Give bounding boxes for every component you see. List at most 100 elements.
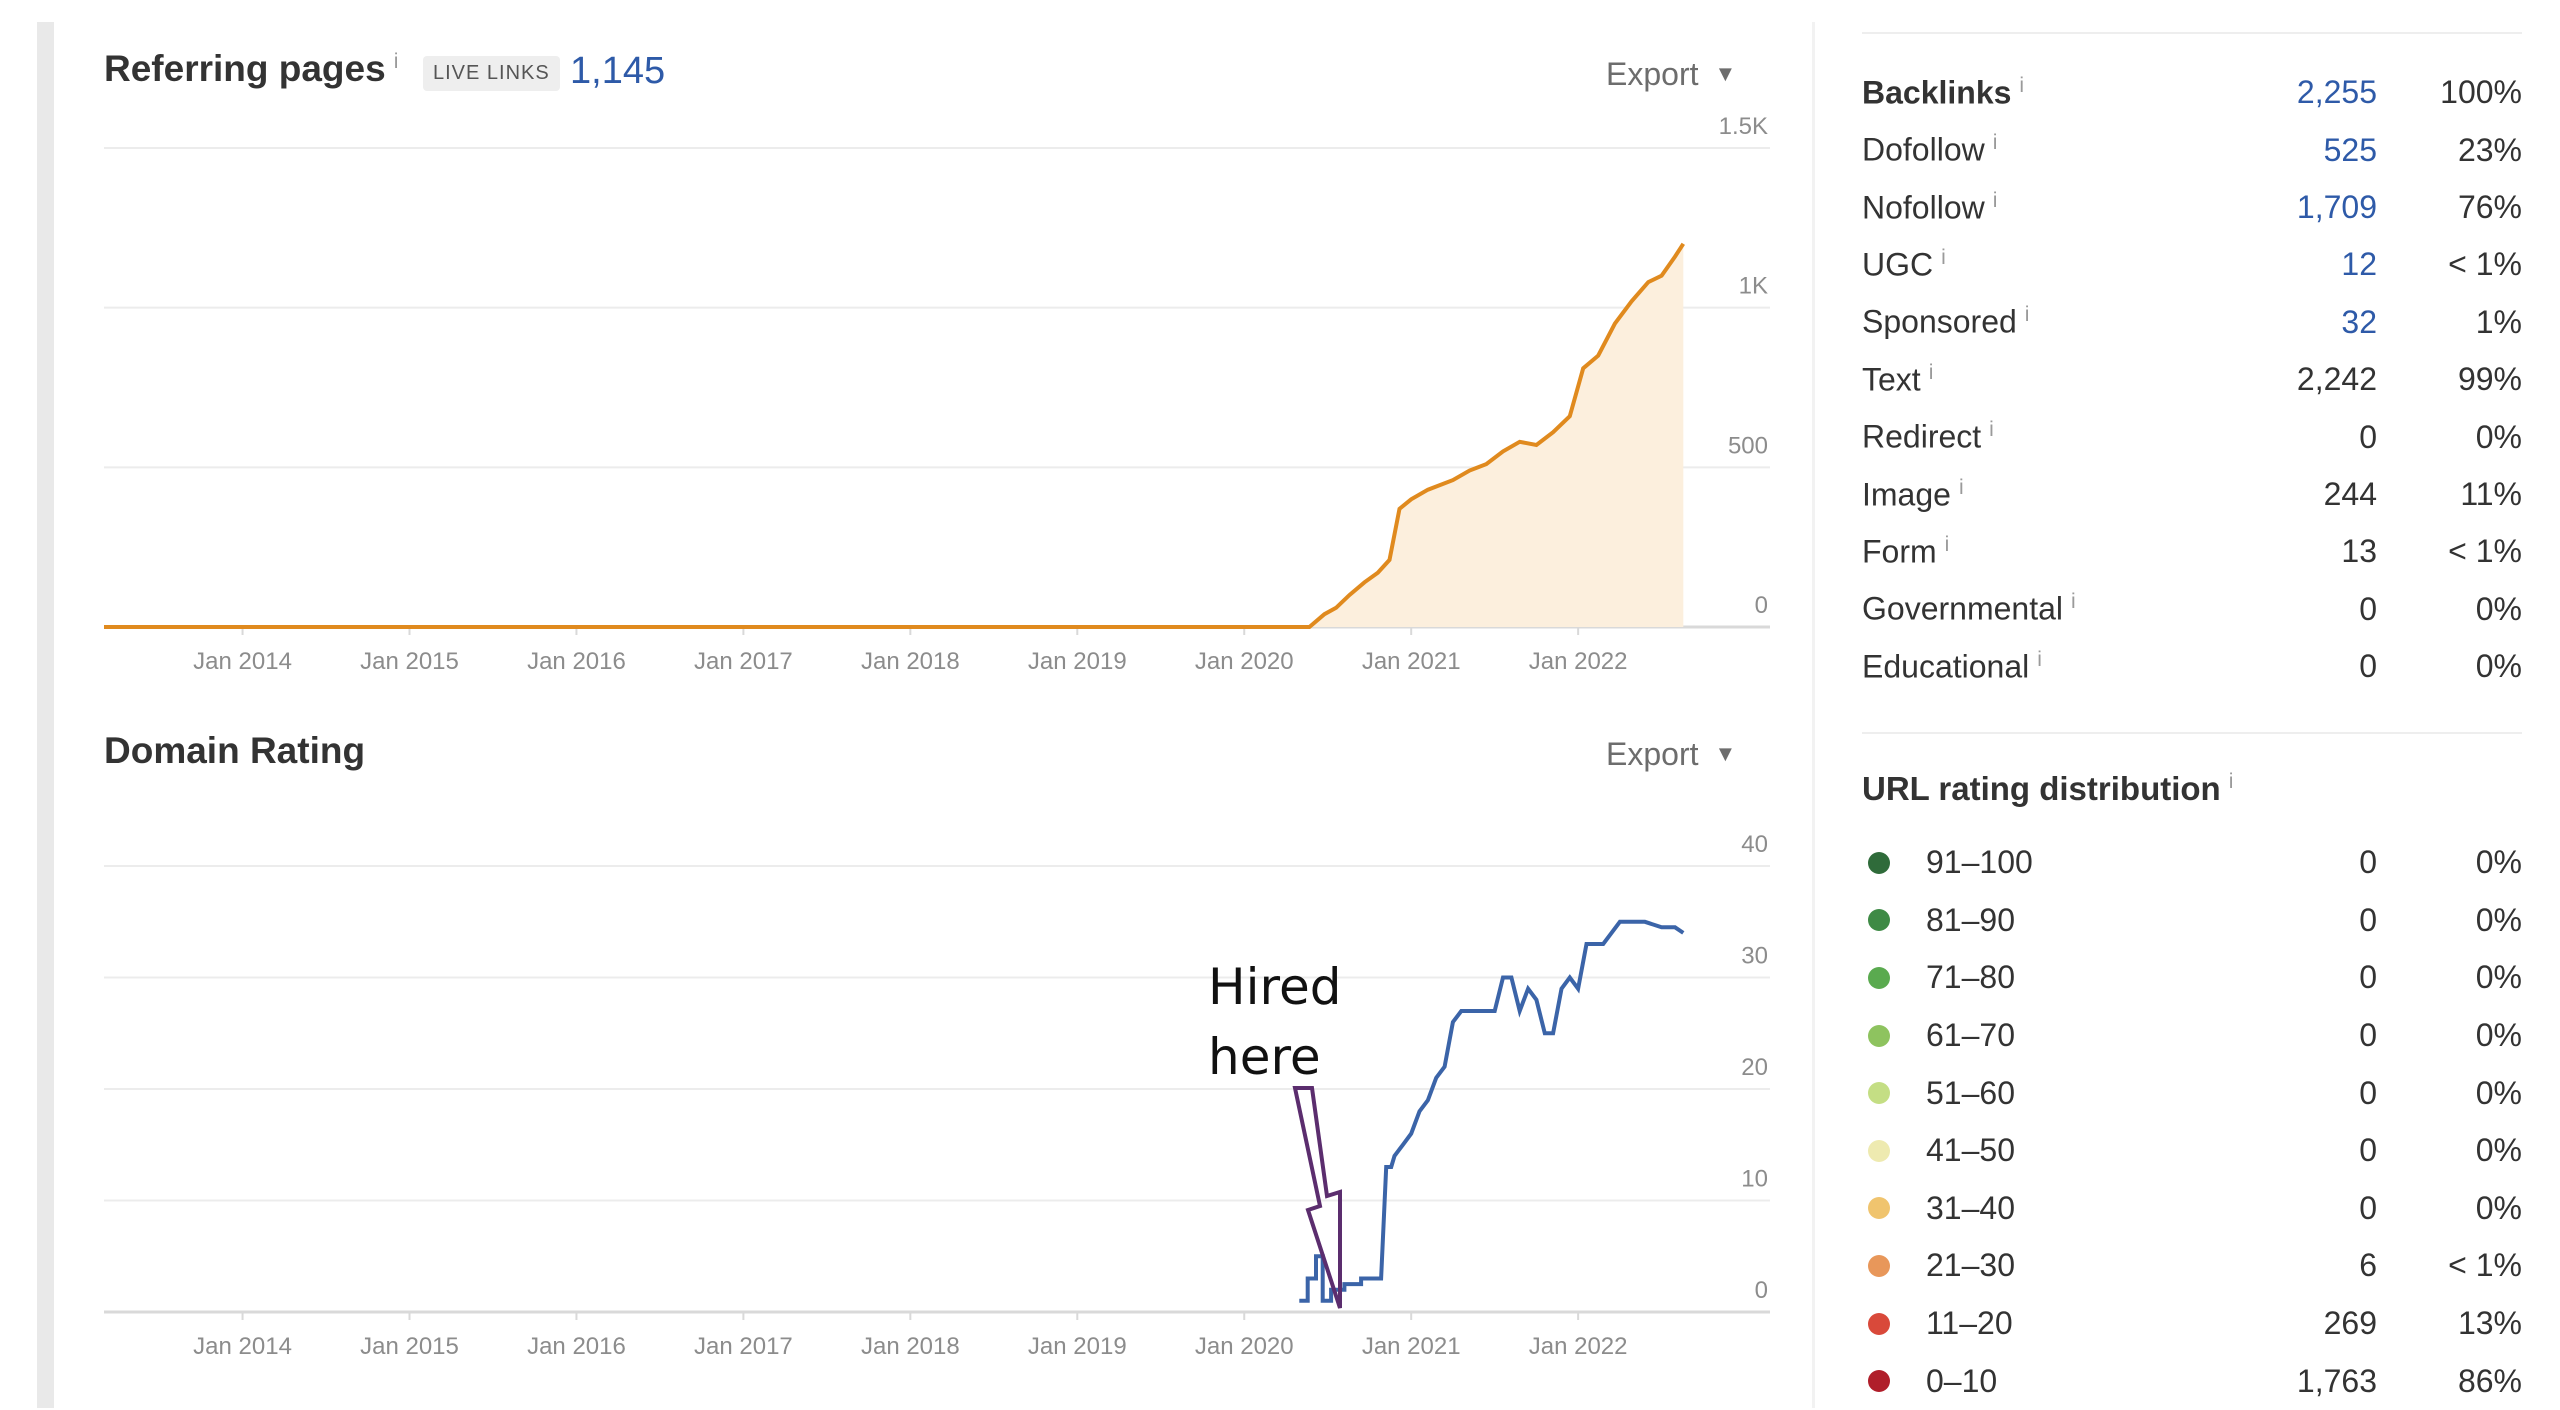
legend-dot-icon <box>1868 966 1890 989</box>
backlinks-row: Form i 13 < 1% <box>1862 523 2522 580</box>
backlinks-row-percent: 76% <box>2457 188 2522 225</box>
referring-pages-area <box>1309 243 1684 628</box>
backlinks-row-percent: 23% <box>2457 131 2522 168</box>
url-rating-value: 0 <box>2359 1189 2377 1226</box>
url-rating-range: 61–70 <box>1926 1017 2015 1054</box>
referring-pages-count[interactable]: 1,145 <box>570 50 666 92</box>
backlinks-row-label: Redirect i <box>1862 418 1994 455</box>
url-rating-value: 0 <box>2359 1017 2377 1054</box>
url-rating-table: 91–100 0 0% 81–90 0 0% 71–80 0 0% 61–70 0 0% 51–60 0 0… <box>1862 834 2522 1410</box>
backlinks-row-value[interactable]: 2,255 <box>2296 74 2377 111</box>
url-rating-range: 71–80 <box>1926 959 2015 996</box>
url-rating-range: 91–100 <box>1926 844 2033 881</box>
legend-dot-icon <box>1868 1312 1890 1335</box>
backlinks-row: Nofollow i 1,709 76% <box>1862 179 2522 236</box>
info-icon[interactable]: i <box>1928 360 1934 384</box>
referring-pages-title: Referring pages i <box>104 48 399 89</box>
referring-pages-y-tick: 1K <box>1739 273 1768 300</box>
backlinks-row-percent: 99% <box>2457 361 2522 398</box>
stats-divider <box>1862 732 2522 734</box>
referring-pages-x-tick: Jan 2018 <box>861 648 960 675</box>
referring-pages-y-tick: 1.5K <box>1719 113 1768 140</box>
info-icon[interactable]: i <box>2019 73 2025 97</box>
domain-rating-x-tick: Jan 2015 <box>360 1333 459 1360</box>
backlinks-row-percent: 0% <box>2475 590 2522 627</box>
url-rating-range: 21–30 <box>1926 1247 2015 1284</box>
live-links-badge[interactable]: LIVE LINKS <box>423 56 560 91</box>
url-rating-row: 81–90 0 0% <box>1862 892 2522 950</box>
info-icon[interactable]: i <box>2037 647 2042 671</box>
backlinks-row-label: Educational i <box>1862 647 2042 685</box>
url-rating-row: 61–70 0 0% <box>1862 1007 2522 1065</box>
info-icon[interactable]: i <box>1958 475 1964 499</box>
domain-rating-x-tick: Jan 2020 <box>1195 1333 1294 1360</box>
backlinks-row-value[interactable]: 12 <box>2341 246 2377 283</box>
backlinks-row-label: Backlinks i <box>1862 73 2025 111</box>
info-icon[interactable]: i <box>393 49 399 73</box>
referring-pages-x-tick: Jan 2019 <box>1028 648 1127 675</box>
url-rating-row: 71–80 0 0% <box>1862 949 2522 1007</box>
url-rating-range: 31–40 <box>1926 1189 2015 1226</box>
backlinks-row-value[interactable]: 1,709 <box>2296 188 2377 225</box>
info-icon[interactable]: i <box>1992 131 1998 155</box>
legend-dot-icon <box>1868 1082 1890 1105</box>
backlinks-row-percent: 0% <box>2475 648 2522 685</box>
domain-rating-y-tick: 10 <box>1741 1166 1768 1193</box>
domain-rating-y-tick: 30 <box>1741 943 1768 970</box>
url-rating-row: 51–60 0 0% <box>1862 1064 2522 1122</box>
referring-pages-y-tick: 0 <box>1755 592 1768 619</box>
backlinks-row-label: Sponsored i <box>1862 303 2030 341</box>
url-rating-value: 269 <box>2323 1305 2377 1342</box>
hired-here-annotation: Hired here <box>1208 958 1342 1086</box>
backlinks-row: Dofollow i 525 23% <box>1862 121 2522 178</box>
referring-pages-x-tick: Jan 2015 <box>360 648 459 675</box>
info-icon[interactable]: i <box>1992 188 1998 212</box>
url-rating-value: 0 <box>2359 1132 2377 1169</box>
backlinks-row-value[interactable]: 525 <box>2323 131 2377 168</box>
url-rating-value: 0 <box>2359 844 2377 881</box>
hired-arrow-icon <box>1292 1086 1342 1309</box>
url-rating-range: 41–50 <box>1926 1132 2015 1169</box>
info-icon[interactable]: i <box>2228 770 2234 793</box>
backlinks-row-label: UGC i <box>1862 246 1946 283</box>
domain-rating-line <box>1299 919 1685 1303</box>
referring-pages-x-tick: Jan 2017 <box>694 648 793 675</box>
backlinks-row-percent: 11% <box>2460 475 2522 512</box>
backlinks-row-percent: 0% <box>2475 418 2522 455</box>
backlinks-row-value: 244 <box>2323 475 2377 512</box>
url-rating-range: 81–90 <box>1926 901 2015 938</box>
backlinks-row: Backlinks i 2,255 100% <box>1862 64 2522 121</box>
domain-rating-gridlines <box>104 865 1770 1320</box>
url-rating-row: 41–50 0 0% <box>1862 1122 2522 1180</box>
legend-dot-icon <box>1868 1197 1890 1220</box>
info-icon[interactable]: i <box>2024 303 2030 327</box>
referring-pages-ticks: 0 500 1K 1.5K Jan 2014 Jan 2015 Jan 2016 Jan 20… <box>193 113 1768 675</box>
info-icon[interactable]: i <box>2070 590 2076 614</box>
info-icon[interactable]: i <box>1941 246 1946 270</box>
legend-dot-icon <box>1868 1370 1890 1393</box>
caret-down-icon: ▼ <box>1714 61 1737 86</box>
backlinks-row-label: Governmental i <box>1862 590 2076 628</box>
url-rating-percent: 0% <box>2475 959 2522 996</box>
backlinks-row-label: Image i <box>1862 475 1964 513</box>
url-rating-percent: 0% <box>2475 1074 2522 1111</box>
referring-pages-export-button[interactable]: Export ▼ <box>1606 56 1737 92</box>
domain-rating-export-button[interactable]: Export ▼ <box>1606 736 1737 772</box>
domain-rating-y-tick: 40 <box>1741 831 1768 858</box>
legend-dot-icon <box>1868 1254 1890 1277</box>
backlinks-row-value: 0 <box>2359 418 2377 455</box>
referring-pages-x-tick: Jan 2014 <box>193 648 292 675</box>
info-icon[interactable]: i <box>1944 532 1950 556</box>
domain-rating-y-tick: 20 <box>1741 1054 1768 1081</box>
backlinks-row-value[interactable]: 32 <box>2341 303 2377 340</box>
domain-rating-ticks: 0 10 20 30 40 Jan 2014 Jan 2015 Jan 2016 Jan 201… <box>193 831 1768 1360</box>
url-rating-percent: 13% <box>2457 1305 2522 1342</box>
referring-pages-x-tick: Jan 2021 <box>1362 648 1461 675</box>
backlinks-row-value: 0 <box>2359 648 2377 685</box>
info-icon[interactable]: i <box>1989 418 1994 442</box>
backlinks-row-percent: < 1% <box>2448 246 2522 283</box>
domain-rating-y-tick: 0 <box>1755 1277 1768 1304</box>
caret-down-icon: ▼ <box>1714 741 1737 766</box>
url-rating-value: 0 <box>2359 1074 2377 1111</box>
domain-rating-chart: 0 10 20 30 40 Jan 2014 Jan 2015 Jan 2016 Jan 201… <box>104 831 1770 1360</box>
